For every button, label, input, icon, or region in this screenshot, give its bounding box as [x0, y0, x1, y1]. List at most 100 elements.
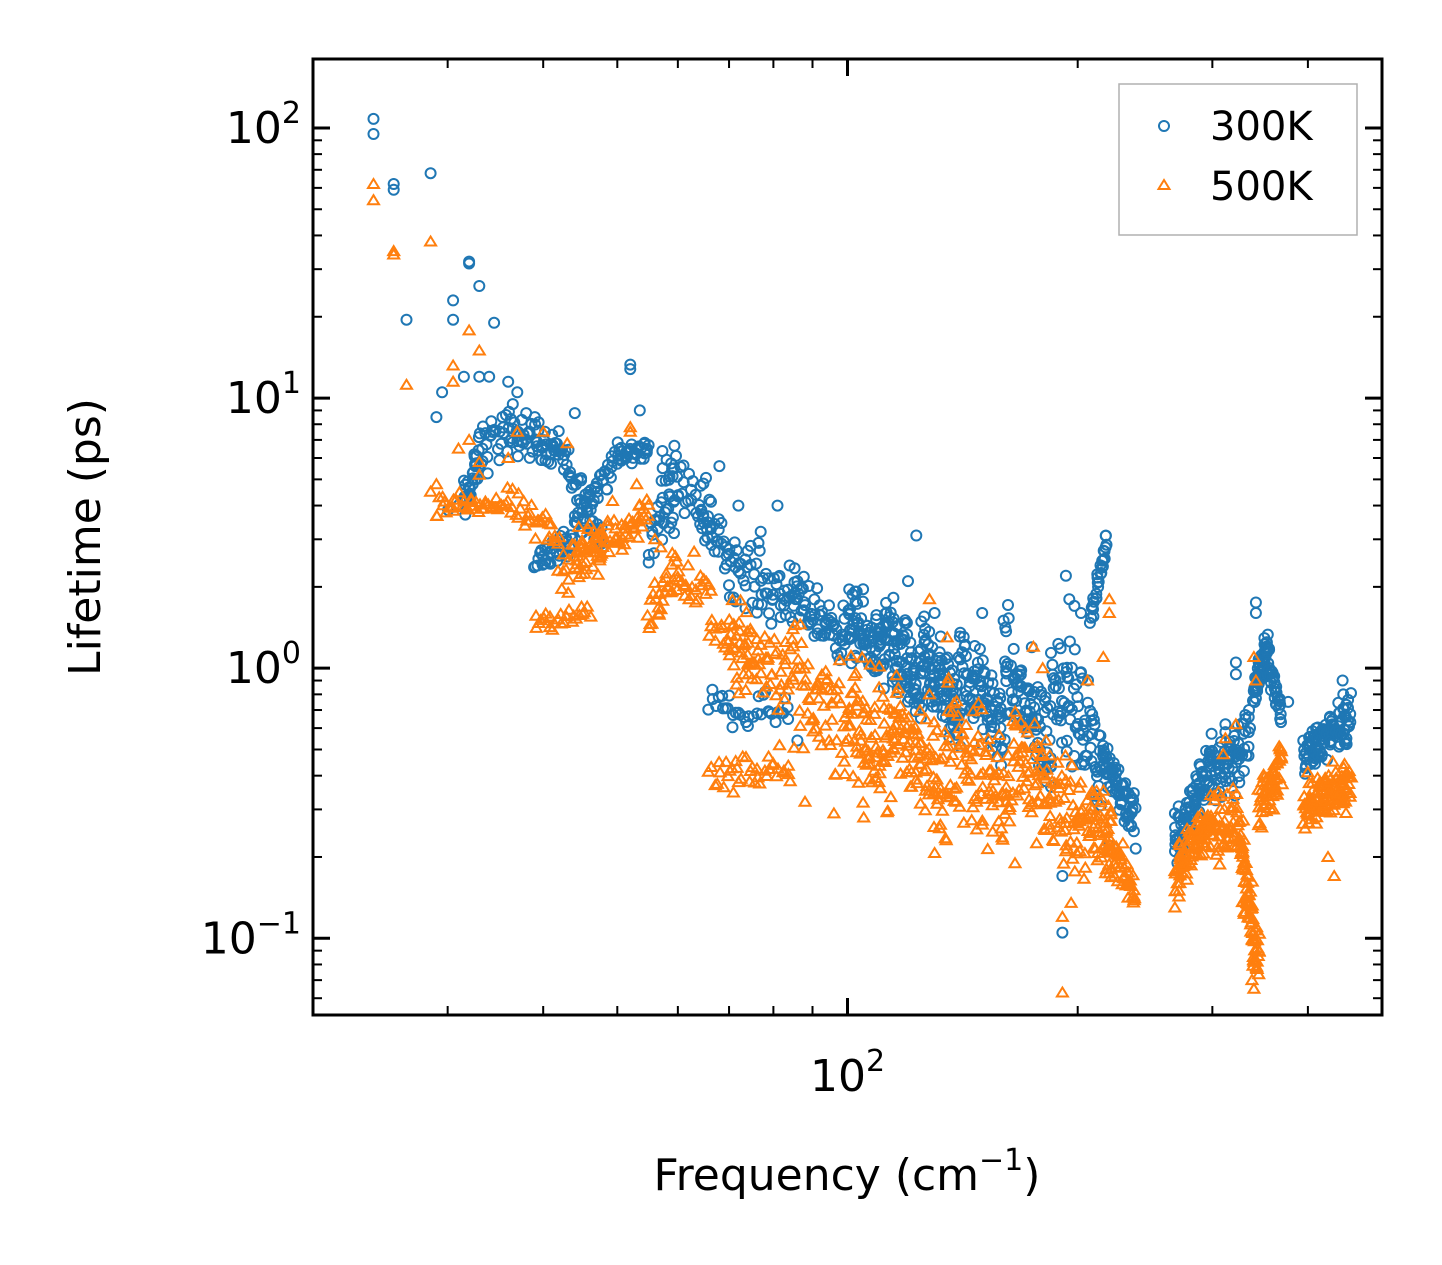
point-500k: [670, 570, 686, 582]
point-500k: [965, 704, 981, 717]
point-500k: [941, 671, 956, 684]
point-500k: [617, 537, 632, 550]
point-500k: [1038, 733, 1054, 746]
point-500k: [729, 677, 744, 690]
point-500k: [1127, 891, 1142, 904]
point-500k: [889, 668, 904, 681]
point-500k: [725, 593, 740, 606]
point-500k: [510, 510, 526, 523]
point-500k: [574, 533, 590, 546]
point-500k: [572, 608, 587, 620]
legend: 300K 500K: [1118, 83, 1358, 236]
point-300k: [1219, 775, 1232, 788]
point-500k: [950, 708, 966, 721]
point-500k: [883, 790, 899, 803]
point-300k: [966, 672, 979, 685]
point-300k: [642, 556, 655, 569]
point-500k: [981, 739, 996, 752]
point-500k: [1059, 841, 1075, 854]
point-500k: [1245, 912, 1261, 925]
point-500k: [1090, 853, 1105, 866]
point-300k: [1065, 661, 1078, 674]
point-500k: [760, 652, 775, 665]
point-300k: [1299, 767, 1312, 780]
point-500k: [917, 803, 933, 816]
point-300k: [716, 689, 729, 702]
point-500k: [716, 780, 731, 793]
point-500k: [712, 765, 728, 778]
point-500k: [777, 692, 792, 705]
point-500k: [810, 675, 826, 688]
point-300k: [815, 605, 828, 618]
point-500k: [999, 779, 1014, 792]
point-300k: [1063, 701, 1076, 714]
point-500k: [1001, 748, 1016, 761]
point-500k: [935, 750, 951, 763]
point-500k: [1251, 967, 1266, 980]
point-300k: [1056, 870, 1069, 882]
point-500k: [641, 497, 656, 510]
point-500k: [1012, 754, 1028, 767]
point-300k: [642, 439, 655, 452]
point-300k: [1127, 787, 1140, 800]
point-500k: [922, 592, 937, 605]
point-300k: [1336, 674, 1349, 687]
point-500k: [1229, 801, 1245, 814]
point-300k: [1107, 763, 1120, 776]
y-tick-label: 101: [226, 366, 301, 424]
point-500k: [943, 777, 958, 790]
point-300k: [1002, 599, 1014, 611]
point-300k: [666, 470, 679, 483]
point-300k: [851, 597, 864, 610]
point-500k: [1029, 836, 1044, 849]
point-500k: [913, 735, 929, 748]
point-300k: [1340, 738, 1353, 751]
point-500k: [623, 420, 638, 433]
point-500k: [471, 505, 486, 517]
point-500k: [1084, 802, 1100, 815]
point-300k: [766, 593, 779, 606]
point-300k: [1090, 592, 1103, 605]
point-500k: [1055, 985, 1070, 998]
point-500k: [726, 658, 742, 671]
point-500k: [1266, 802, 1281, 815]
point-500k: [516, 494, 531, 507]
point-300k: [1068, 599, 1081, 612]
point-500k: [1042, 809, 1058, 821]
point-300k: [1219, 726, 1232, 739]
point-300k: [993, 687, 1006, 700]
point-500k: [647, 575, 662, 588]
point-500k: [1035, 747, 1050, 759]
point-300k: [765, 617, 778, 630]
point-300k: [729, 595, 742, 608]
point-500k: [949, 780, 964, 793]
point-500k: [1179, 872, 1195, 885]
point-500k: [863, 713, 878, 725]
point-500k: [935, 803, 950, 816]
point-300k: [1090, 587, 1103, 600]
point-300k: [656, 491, 669, 504]
point-300k: [1065, 703, 1078, 716]
point-500k: [1190, 810, 1206, 822]
point-500k: [1103, 807, 1119, 820]
point-500k: [893, 699, 908, 712]
point-300k: [1219, 718, 1232, 731]
point-300k: [447, 313, 460, 326]
point-300k: [985, 669, 998, 682]
point-500k: [583, 609, 599, 622]
point-500k: [429, 477, 444, 490]
point-500k: [829, 682, 845, 695]
point-300k: [668, 527, 680, 540]
point-300k: [1095, 567, 1108, 579]
point-500k: [1236, 832, 1252, 845]
point-300k: [473, 280, 486, 292]
point-500k: [792, 703, 807, 716]
point-500k: [708, 778, 723, 791]
point-300k: [850, 585, 863, 598]
point-300k: [728, 536, 741, 549]
point-500k: [1179, 840, 1194, 853]
point-500k: [837, 754, 852, 767]
point-300k: [773, 569, 786, 582]
point-300k: [700, 471, 712, 484]
point-300k: [640, 446, 653, 459]
